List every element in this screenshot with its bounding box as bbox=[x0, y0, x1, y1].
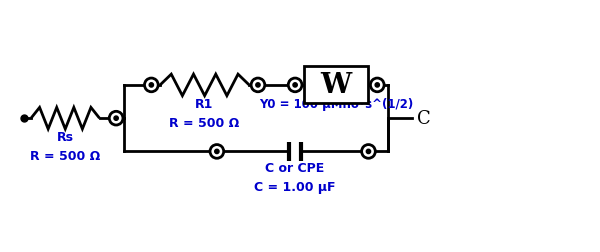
Circle shape bbox=[375, 83, 379, 88]
Text: R1
R = 500 Ω: R1 R = 500 Ω bbox=[169, 97, 239, 129]
Circle shape bbox=[149, 83, 154, 88]
Text: Y0 = 100 μMho*s^(1/2): Y0 = 100 μMho*s^(1/2) bbox=[259, 97, 413, 110]
Text: W: W bbox=[320, 72, 352, 99]
Circle shape bbox=[293, 83, 297, 88]
Circle shape bbox=[370, 79, 384, 92]
Text: C or CPE
C = 1.00 μF: C or CPE C = 1.00 μF bbox=[254, 162, 336, 194]
Circle shape bbox=[210, 145, 224, 159]
Circle shape bbox=[367, 150, 371, 154]
Circle shape bbox=[362, 145, 376, 159]
Circle shape bbox=[251, 79, 265, 92]
FancyBboxPatch shape bbox=[304, 67, 368, 104]
Circle shape bbox=[256, 83, 260, 88]
Circle shape bbox=[109, 112, 123, 125]
Text: Rs
R = 500 Ω: Rs R = 500 Ω bbox=[30, 130, 100, 162]
Circle shape bbox=[145, 79, 158, 92]
Circle shape bbox=[114, 117, 118, 121]
Circle shape bbox=[215, 150, 219, 154]
Text: C: C bbox=[418, 110, 431, 128]
Circle shape bbox=[288, 79, 302, 92]
